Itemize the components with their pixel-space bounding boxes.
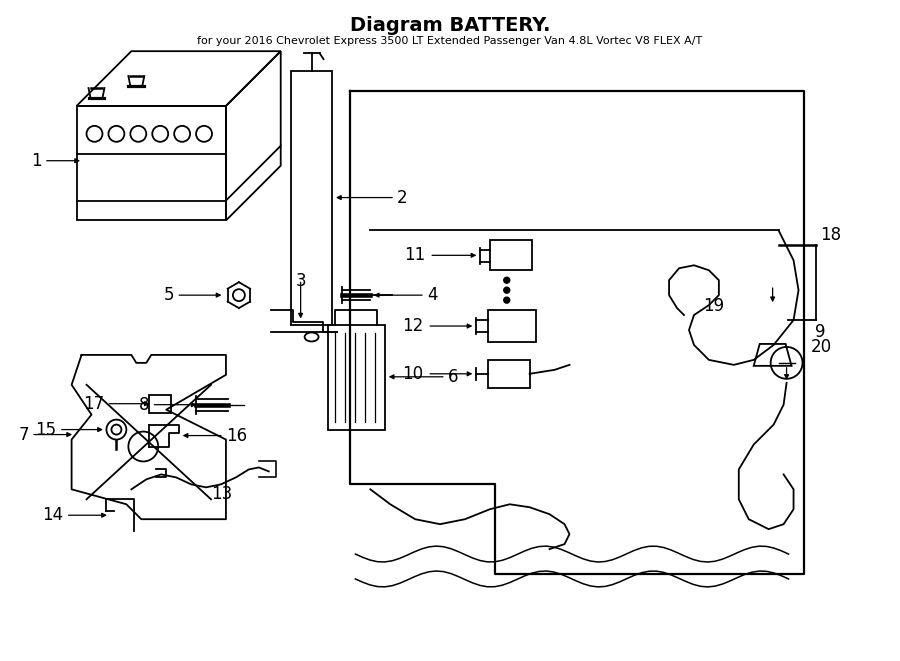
Text: 15: 15 — [35, 420, 57, 439]
Text: 12: 12 — [402, 317, 423, 335]
Text: 18: 18 — [821, 227, 842, 245]
Bar — [488, 360, 530, 388]
Bar — [328, 325, 385, 430]
Text: 6: 6 — [448, 368, 458, 386]
Text: 13: 13 — [211, 485, 232, 503]
Text: 1: 1 — [32, 152, 41, 170]
Text: Diagram BATTERY.: Diagram BATTERY. — [350, 17, 550, 35]
Text: 11: 11 — [404, 247, 425, 264]
Circle shape — [504, 297, 509, 303]
Text: 5: 5 — [164, 286, 175, 304]
Text: 8: 8 — [139, 396, 149, 414]
Text: 4: 4 — [428, 286, 437, 304]
Text: 9: 9 — [815, 323, 826, 341]
Text: for your 2016 Chevrolet Express 3500 LT Extended Passenger Van 4.8L Vortec V8 FL: for your 2016 Chevrolet Express 3500 LT … — [197, 36, 703, 46]
Bar — [149, 395, 171, 412]
Text: 2: 2 — [397, 188, 408, 206]
Bar — [490, 241, 532, 270]
Text: 16: 16 — [226, 426, 248, 445]
Bar — [291, 71, 332, 325]
Circle shape — [504, 277, 509, 283]
Text: 7: 7 — [18, 426, 29, 444]
Circle shape — [504, 287, 509, 293]
Text: 3: 3 — [295, 272, 306, 290]
Text: 14: 14 — [42, 506, 64, 524]
Text: 20: 20 — [811, 338, 832, 356]
Bar — [488, 310, 536, 342]
Text: 10: 10 — [402, 365, 423, 383]
Text: 19: 19 — [703, 297, 724, 315]
Text: 17: 17 — [84, 395, 104, 412]
